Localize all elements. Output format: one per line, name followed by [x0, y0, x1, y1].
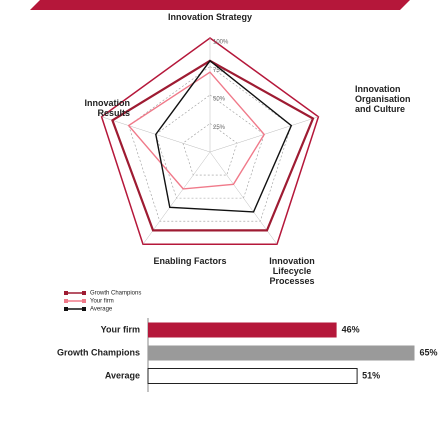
legend-marker — [82, 299, 86, 303]
y-tick-label: Average — [105, 370, 140, 380]
legend-label: Average — [90, 307, 113, 313]
spoke — [142, 151, 211, 245]
r-tick-label: 75% — [213, 68, 226, 74]
axis-label: Enabling Factors — [153, 256, 227, 266]
value-label: 65% — [420, 347, 438, 357]
y-tick-label: Your firm — [101, 324, 140, 334]
series-line — [155, 59, 293, 213]
axis-label: Innovation Lifecycle Processes — [269, 256, 315, 286]
legend-marker — [64, 307, 68, 311]
legend-label: Growth Champions — [90, 291, 141, 297]
axis-label: Innovation Results — [84, 98, 131, 118]
axis-label: Innovation Organisation and Culture — [355, 84, 411, 114]
spoke — [209, 151, 278, 245]
axis-label: Innovation Strategy — [167, 12, 252, 22]
value-label: 46% — [342, 324, 360, 334]
y-tick-label: Growth Champions — [57, 347, 140, 357]
header-band — [30, 0, 410, 10]
series-line — [127, 71, 266, 190]
r-tick-label: 25% — [213, 125, 226, 131]
r-tick-label: 100% — [213, 40, 229, 46]
grid-ring — [100, 37, 320, 245]
r-tick-label: 50% — [213, 97, 226, 103]
bar — [147, 368, 358, 384]
legend-label: Your firm — [90, 299, 114, 305]
series-line — [111, 59, 315, 232]
legend-marker — [64, 299, 68, 303]
legend-marker — [82, 291, 86, 295]
value-label: 51% — [362, 370, 380, 380]
bar — [148, 322, 337, 338]
bar — [148, 345, 415, 361]
legend-marker — [82, 307, 86, 311]
legend-marker — [64, 291, 68, 295]
